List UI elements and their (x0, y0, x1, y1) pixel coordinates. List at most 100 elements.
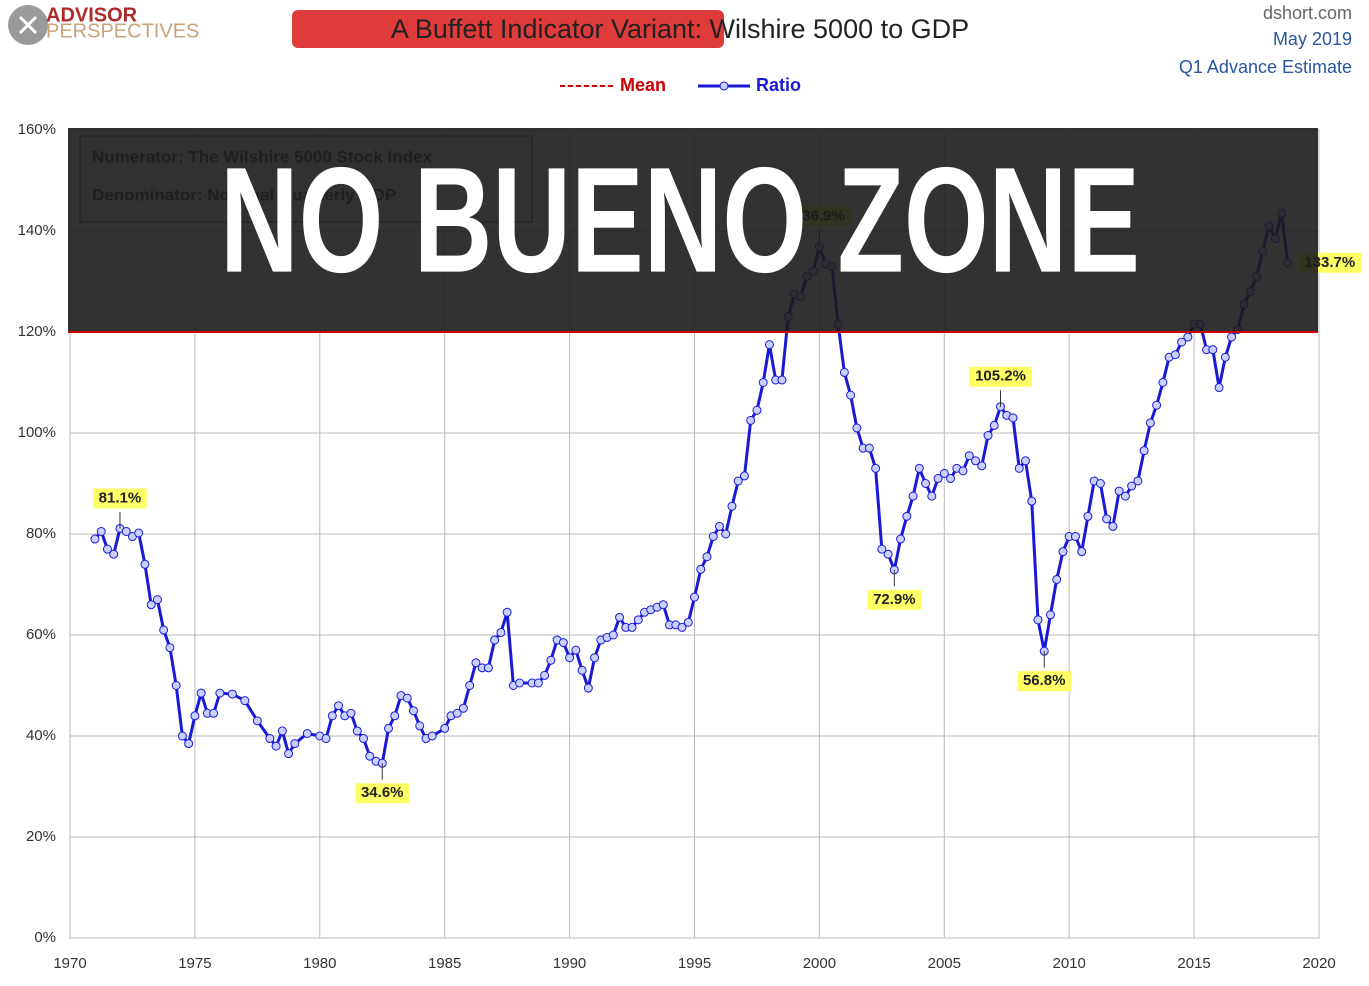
data-point (864, 443, 874, 453)
y-tick-label: 20% (26, 828, 56, 845)
data-point (971, 456, 981, 466)
source-text: May 2019 (1273, 29, 1352, 49)
y-tick-label: 0% (34, 929, 56, 946)
data-point (1114, 486, 1124, 496)
x-tick-label: 1985 (428, 955, 461, 972)
x-tick-label: 2010 (1053, 955, 1086, 972)
data-point (346, 708, 356, 718)
annotation-label: 56.8% (1023, 672, 1066, 689)
legend-label: Ratio (756, 75, 801, 95)
data-point (1095, 479, 1105, 488)
data-point (1058, 547, 1068, 557)
data-point (658, 600, 668, 610)
data-point (758, 378, 768, 387)
data-point (708, 532, 718, 542)
data-point (165, 643, 175, 653)
data-point (240, 696, 250, 706)
data-point (733, 476, 743, 486)
close-icon[interactable] (18, 15, 38, 35)
data-point (627, 622, 637, 632)
data-point (365, 751, 375, 761)
source-text: dshort.com (1263, 3, 1352, 23)
data-point (883, 549, 893, 559)
data-point (565, 653, 575, 663)
data-point (608, 630, 618, 640)
data-point (383, 723, 393, 733)
data-point (140, 559, 150, 569)
data-point (502, 607, 512, 617)
annotation-label: 72.9% (873, 591, 916, 608)
data-point (839, 367, 849, 377)
annotation-bg (355, 783, 409, 804)
y-tick-label: 140% (18, 222, 56, 239)
data-point (1120, 491, 1130, 501)
data-point (989, 420, 999, 430)
data-point (1045, 610, 1055, 620)
x-tick-label: 2015 (1177, 955, 1210, 972)
x-tick-label: 2005 (928, 955, 961, 972)
data-point (102, 544, 112, 554)
data-point (196, 688, 206, 698)
x-tick-label: 1990 (553, 955, 586, 972)
data-point (1033, 615, 1043, 625)
data-point (252, 716, 262, 726)
data-point (190, 711, 200, 721)
data-point (571, 645, 581, 655)
data-point (96, 526, 106, 536)
data-point (964, 451, 974, 461)
data-point (1052, 574, 1062, 584)
overlay-text: NO BUENO ZONE (220, 136, 1140, 304)
data-point (927, 491, 937, 501)
data-point (933, 473, 943, 483)
data-point (877, 544, 887, 554)
data-point (177, 731, 187, 741)
data-point (209, 708, 219, 718)
annotation-bg (1017, 671, 1071, 692)
x-tick-label: 2000 (803, 955, 836, 972)
data-point (483, 663, 493, 673)
data-point (871, 463, 881, 473)
data-point (184, 739, 194, 749)
data-point (90, 534, 100, 544)
data-point (577, 665, 587, 675)
data-point (683, 617, 693, 627)
data-point (1220, 352, 1230, 362)
data-point (540, 670, 550, 680)
data-point (159, 625, 169, 635)
data-point (277, 726, 287, 736)
y-tick-label: 60% (26, 626, 56, 643)
data-point (290, 739, 300, 749)
data-point (515, 678, 525, 688)
data-point (1214, 383, 1224, 393)
data-point (321, 734, 331, 744)
data-point (452, 708, 462, 718)
x-tick-label: 1975 (178, 955, 211, 972)
data-point (1020, 456, 1030, 466)
data-point (896, 534, 906, 544)
data-point (408, 706, 418, 716)
data-point (727, 501, 737, 511)
data-point (546, 655, 556, 665)
y-tick-label: 40% (26, 727, 56, 744)
x-tick-label: 2020 (1302, 955, 1335, 972)
annotation-label: 34.6% (361, 784, 404, 801)
data-point (983, 431, 993, 441)
data-point (677, 622, 687, 632)
annotation-bg (867, 589, 922, 610)
chart-title: A Buffett Indicator Variant: Wilshire 50… (391, 14, 969, 44)
data-point (109, 549, 119, 559)
data-point (1170, 350, 1180, 360)
data-point (1183, 332, 1193, 342)
data-point (334, 701, 344, 711)
data-point (327, 711, 337, 721)
data-point (415, 721, 425, 731)
data-point (458, 703, 468, 713)
data-point (490, 635, 500, 645)
data-point (908, 491, 918, 501)
data-point (583, 683, 593, 693)
annotation-label: 81.1% (99, 489, 142, 506)
y-tick-label: 80% (26, 525, 56, 542)
annotation-bg (93, 488, 147, 509)
data-point (215, 688, 225, 698)
data-point (1083, 511, 1093, 521)
